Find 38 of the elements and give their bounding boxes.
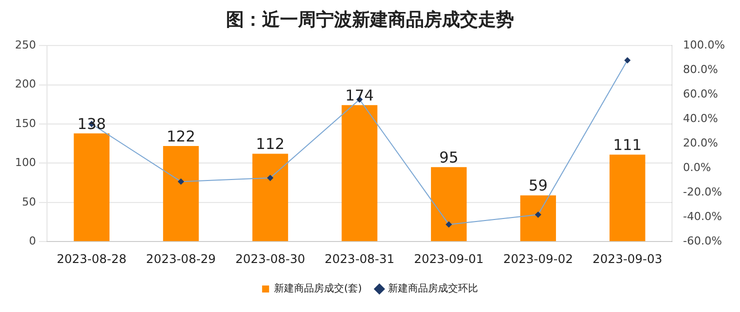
y2-tick-label: 100.0% [683, 38, 726, 52]
y2-tick-label: -60.0% [683, 234, 722, 248]
data-label: 59 [528, 176, 548, 195]
bar [252, 154, 288, 242]
x-tick-label: 2023-09-02 [503, 252, 573, 266]
legend-label: 新建商品房成交(套) [274, 282, 362, 295]
y2-tick-label: -40.0% [683, 210, 722, 223]
y2-tick-label: -20.0% [683, 185, 722, 198]
bar [74, 133, 110, 242]
y2-tick-label: 0.0% [683, 160, 712, 174]
y-tick-label: 200 [14, 78, 36, 91]
data-label: 112 [256, 135, 285, 154]
y2-tick-label: 40.0% [683, 112, 718, 125]
y2-tick-label: 20.0% [683, 136, 718, 150]
data-label: 95 [439, 148, 458, 167]
y-tick-label: 150 [14, 116, 36, 130]
bar [163, 146, 199, 242]
x-tick-label: 2023-08-31 [324, 252, 394, 266]
chart-title: 图：近一周宁波新建商品房成交走势 [226, 9, 514, 30]
data-label: 122 [166, 127, 196, 146]
bar [430, 167, 467, 242]
y-tick-label: 100 [14, 156, 36, 170]
bar [520, 195, 556, 242]
y2-tick-label: 80.0% [683, 62, 718, 76]
x-tick-label: 2023-08-30 [235, 252, 306, 266]
x-tick-label: 2023-08-28 [56, 252, 127, 266]
y-tick-label: 50 [22, 195, 36, 208]
bar [342, 105, 378, 242]
y-tick-label: 0 [28, 234, 36, 248]
x-tick-label: 2023-08-29 [146, 252, 216, 266]
x-tick-label: 2023-09-01 [414, 252, 484, 266]
legend-label: 新建商品房成交环比 [388, 282, 478, 295]
data-label: 111 [613, 136, 642, 154]
x-tick-label: 2023-09-03 [592, 252, 662, 266]
y-tick-label: 250 [14, 38, 36, 52]
data-label: 174 [345, 86, 374, 105]
bar [610, 154, 646, 242]
y2-tick-label: 60.0% [683, 87, 718, 100]
